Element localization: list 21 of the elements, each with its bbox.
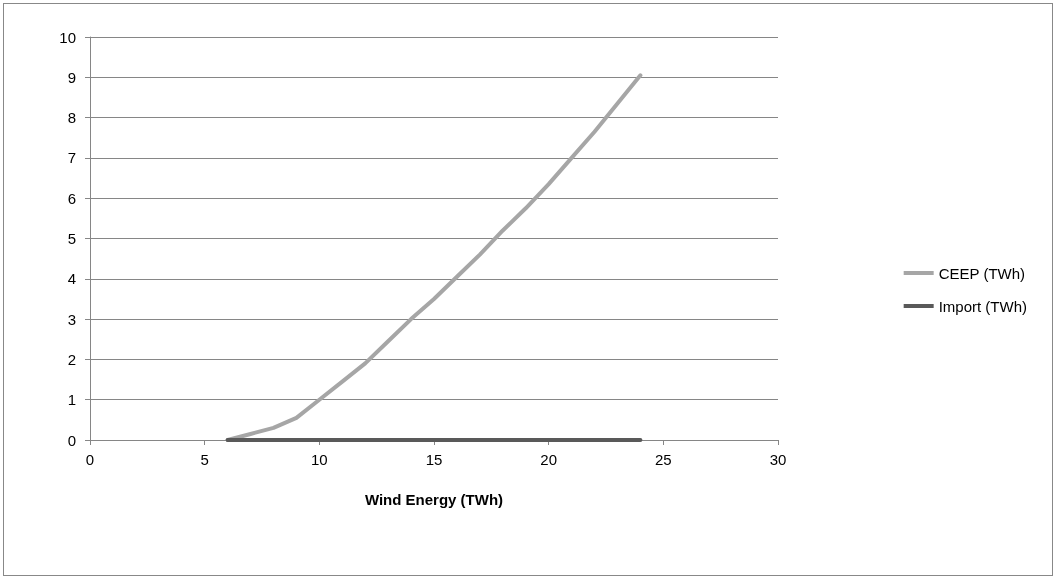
- y-tick-label: 9: [67, 68, 76, 86]
- y-tick-label: 7: [67, 149, 76, 167]
- x-tick-label: 30: [769, 451, 787, 468]
- legend-label: CEEP (TWh): [938, 264, 1026, 282]
- x-tick-label: 5: [200, 451, 209, 468]
- x-tick-label: 20: [540, 451, 558, 468]
- x-tick-label: 25: [654, 451, 672, 468]
- y-tick-label: 1: [67, 391, 76, 409]
- x-tick-label: 15: [425, 451, 443, 468]
- x-tick-label: 0: [85, 451, 95, 468]
- y-tick-label: 6: [67, 189, 76, 207]
- legend-label: Import (TWh): [938, 297, 1028, 315]
- y-tick-label: 2: [67, 350, 76, 368]
- y-tick-label: 0: [67, 431, 76, 449]
- y-tick-label: 8: [67, 109, 76, 127]
- y-tick-label: 10: [59, 28, 76, 46]
- y-tick-label: 4: [67, 270, 76, 288]
- x-tick-label: 10: [310, 451, 328, 468]
- x-axis-title: Wind Energy (TWh): [364, 491, 504, 508]
- y-tick-label: 5: [67, 230, 76, 247]
- y-tick-label: 3: [67, 310, 76, 328]
